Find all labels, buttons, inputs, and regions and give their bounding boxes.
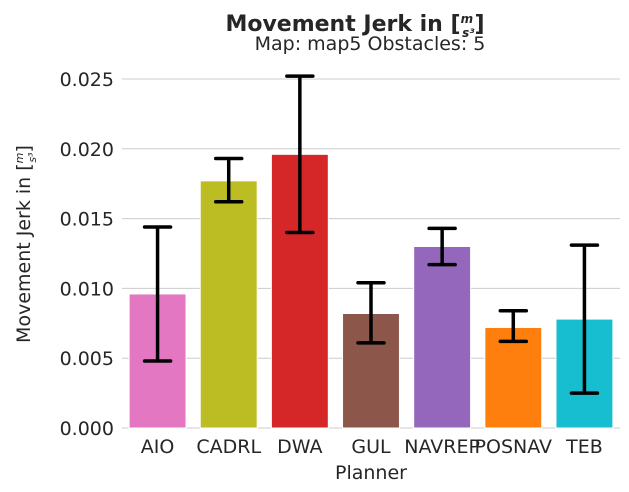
chart-title-close: ] (474, 12, 484, 37)
x-tick-label: TEB (565, 436, 603, 458)
tick-labels: 0.000 0.005 0.010 0.015 0.020 0.025 AIO CADRL DW… (60, 69, 603, 458)
y-axis-label: Movement Jerk in [ms³] (13, 145, 39, 343)
y-tick-label: 0.000 (60, 418, 114, 440)
x-tick-label: CADRL (196, 436, 261, 458)
y-axis-label-unit-den: s³ (26, 152, 39, 163)
y-tick-label: 0.005 (60, 348, 114, 370)
x-tick-label: GUL (351, 436, 391, 458)
x-tick-label: DWA (277, 436, 322, 458)
y-axis-label-unit-num: m (13, 153, 26, 164)
x-axis-label: Planner (335, 462, 407, 484)
bar-posnav (484, 326, 543, 429)
y-tick-label: 0.025 (60, 69, 114, 91)
y-axis-label-close: ] (13, 145, 35, 152)
error-bars (142, 74, 600, 395)
y-axis-label-text: Movement Jerk in [ (13, 163, 35, 343)
y-tick-label: 0.020 (60, 139, 114, 161)
chart-title-text: Movement Jerk in [ (225, 12, 460, 37)
x-tick-label: AIO (141, 436, 175, 458)
chart-title-unit-num: m (461, 12, 474, 26)
bar-navrep (413, 245, 472, 429)
y-tick-label: 0.015 (60, 209, 114, 231)
bar-cadrl (199, 180, 258, 429)
chart-title: Movement Jerk in [m s³] (225, 12, 484, 40)
x-tick-label: POSNAV (475, 436, 552, 458)
chart-title-unit-den: s³ (462, 26, 475, 40)
x-tick-label: NAVREP (404, 436, 480, 458)
y-tick-label: 0.010 (60, 278, 114, 300)
chart-subtitle: Map: map5 Obstacles: 5 (255, 33, 486, 55)
